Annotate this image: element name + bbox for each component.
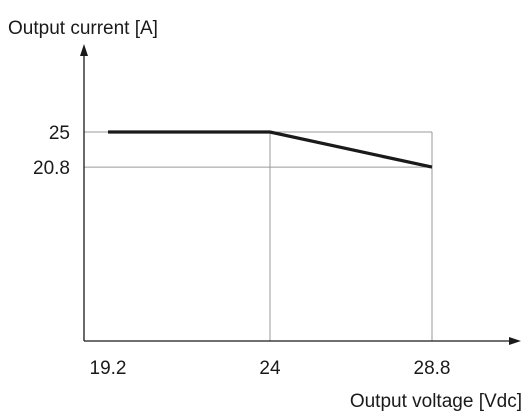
series-line <box>108 130 433 169</box>
series-lines <box>108 130 433 169</box>
x-tick-label: 28.8 <box>414 358 451 379</box>
tick-labels: 19.2 24 28.8 25 20.8 <box>33 123 450 379</box>
x-tick-label: 24 <box>259 358 281 379</box>
y-tick-label: 20.8 <box>33 158 70 179</box>
x-axis-arrow <box>509 337 521 345</box>
grid-lines <box>84 131 433 341</box>
x-axis-label: Output voltage [Vdc] <box>350 391 522 412</box>
y-axis-label: Output current [A] <box>8 18 158 39</box>
y-tick-label: 25 <box>49 123 70 144</box>
y-axis-arrow <box>80 44 88 56</box>
x-tick-label: 19.2 <box>90 358 127 379</box>
axes <box>80 44 521 345</box>
